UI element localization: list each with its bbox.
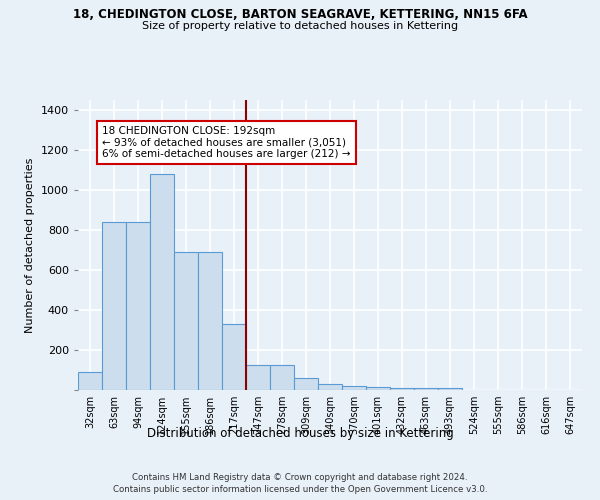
Bar — [102, 222, 126, 390]
Bar — [222, 324, 246, 390]
Bar — [174, 252, 198, 390]
Text: 18 CHEDINGTON CLOSE: 192sqm
← 93% of detached houses are smaller (3,051)
6% of s: 18 CHEDINGTON CLOSE: 192sqm ← 93% of det… — [102, 126, 350, 159]
Bar — [150, 174, 174, 390]
Bar — [246, 365, 270, 390]
Bar — [342, 386, 366, 390]
Bar — [414, 388, 438, 390]
Bar — [438, 388, 462, 390]
Text: Size of property relative to detached houses in Kettering: Size of property relative to detached ho… — [142, 21, 458, 31]
Text: 18, CHEDINGTON CLOSE, BARTON SEAGRAVE, KETTERING, NN15 6FA: 18, CHEDINGTON CLOSE, BARTON SEAGRAVE, K… — [73, 8, 527, 20]
Bar — [198, 252, 222, 390]
Bar — [294, 378, 318, 390]
Text: Contains HM Land Registry data © Crown copyright and database right 2024.: Contains HM Land Registry data © Crown c… — [132, 472, 468, 482]
Bar — [126, 222, 150, 390]
Bar — [366, 387, 390, 390]
Text: Contains public sector information licensed under the Open Government Licence v3: Contains public sector information licen… — [113, 485, 487, 494]
Bar — [390, 388, 414, 390]
Bar — [78, 372, 102, 390]
Bar — [318, 384, 342, 390]
Y-axis label: Number of detached properties: Number of detached properties — [25, 158, 35, 332]
Text: Distribution of detached houses by size in Kettering: Distribution of detached houses by size … — [146, 428, 454, 440]
Bar — [270, 365, 294, 390]
